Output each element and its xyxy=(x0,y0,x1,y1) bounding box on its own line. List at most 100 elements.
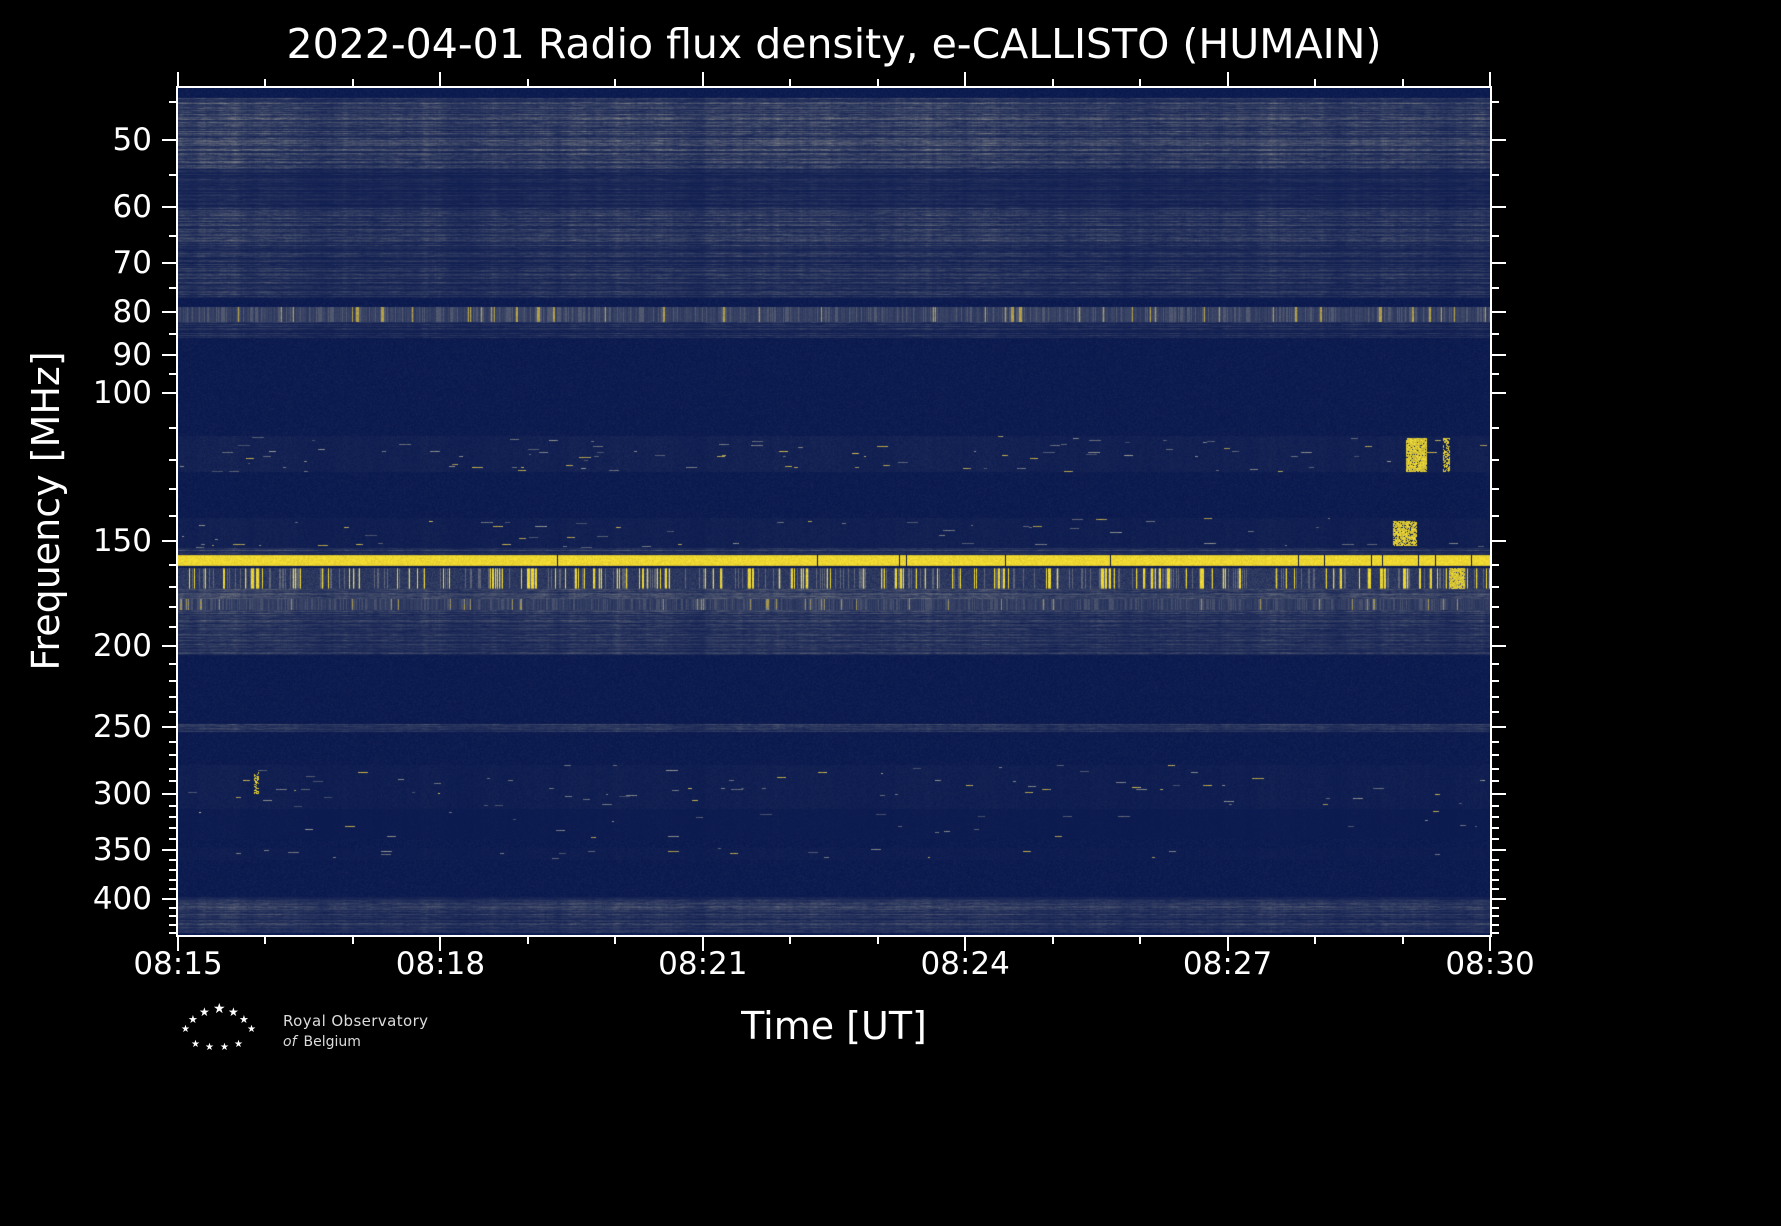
x-minor-tick xyxy=(1401,79,1404,86)
y-minor-tick xyxy=(1492,838,1499,841)
y-minor-tick xyxy=(169,626,176,629)
y-minor-tick xyxy=(169,679,176,682)
y-tick-mark xyxy=(162,310,176,313)
y-tick-mark xyxy=(1492,848,1506,851)
y-minor-tick xyxy=(1492,174,1499,177)
y-minor-tick xyxy=(169,767,176,770)
y-minor-tick xyxy=(1492,780,1499,783)
x-tick-mark xyxy=(701,937,704,951)
y-tick-mark xyxy=(1492,539,1506,542)
y-minor-tick xyxy=(1492,888,1499,891)
y-tick-label: 250 xyxy=(92,709,152,746)
y-minor-tick xyxy=(169,838,176,841)
y-minor-tick xyxy=(169,888,176,891)
y-minor-tick xyxy=(1492,740,1499,743)
x-minor-tick xyxy=(789,937,792,944)
chart-title: 2022-04-01 Radio flux density, e-CALLIST… xyxy=(286,20,1382,68)
y-minor-tick xyxy=(169,373,176,376)
x-tick-mark xyxy=(701,72,704,86)
y-minor-tick xyxy=(169,662,176,665)
y-tick-mark xyxy=(162,644,176,647)
star-icon: ★ xyxy=(228,1005,239,1019)
y-minor-tick xyxy=(1492,101,1499,104)
y-minor-tick xyxy=(169,332,176,335)
y-minor-tick xyxy=(1492,859,1499,862)
y-minor-tick xyxy=(169,563,176,566)
y-tick-mark xyxy=(1492,262,1506,265)
y-minor-tick xyxy=(169,426,176,429)
x-minor-tick xyxy=(351,937,354,944)
y-tick-label: 400 xyxy=(92,880,152,917)
y-minor-tick xyxy=(1492,626,1499,629)
y-tick-mark xyxy=(162,726,176,729)
y-minor-tick xyxy=(169,585,176,588)
star-icon: ★ xyxy=(191,1039,200,1050)
y-minor-tick xyxy=(1492,804,1499,807)
y-minor-tick xyxy=(1492,923,1499,926)
x-minor-tick xyxy=(264,937,267,944)
y-minor-tick xyxy=(169,804,176,807)
x-tick-mark xyxy=(177,937,179,951)
y-tick-label: 50 xyxy=(112,122,152,159)
star-icon: ★ xyxy=(239,1013,249,1026)
y-minor-tick xyxy=(169,235,176,238)
x-minor-tick xyxy=(1051,937,1054,944)
y-tick-label: 150 xyxy=(92,522,152,559)
x-tick-mark xyxy=(964,937,967,951)
y-minor-tick xyxy=(169,101,176,104)
x-minor-tick xyxy=(789,79,792,86)
logo-text-line1: Royal Observatory xyxy=(283,1012,429,1030)
y-minor-tick xyxy=(1492,373,1499,376)
y-minor-tick xyxy=(1492,235,1499,238)
x-tick-mark xyxy=(439,72,442,86)
y-minor-tick xyxy=(169,458,176,461)
y-minor-tick xyxy=(169,816,176,819)
y-tick-mark xyxy=(1492,392,1506,395)
y-minor-tick xyxy=(1492,906,1499,909)
y-minor-tick xyxy=(1492,878,1499,881)
y-minor-tick xyxy=(1492,767,1499,770)
y-tick-mark xyxy=(1492,726,1506,729)
star-icon: ★ xyxy=(247,1024,256,1035)
x-minor-tick xyxy=(1139,937,1142,944)
x-tick-mark xyxy=(964,72,967,86)
y-minor-tick xyxy=(1492,827,1499,830)
x-minor-tick xyxy=(526,937,529,944)
y-tick-mark xyxy=(1492,310,1506,313)
x-tick-mark xyxy=(439,937,442,951)
y-tick-mark xyxy=(1492,897,1506,900)
y-minor-tick xyxy=(1492,816,1499,819)
y-minor-tick xyxy=(169,514,176,517)
y-minor-tick xyxy=(169,932,176,935)
y-tick-label: 200 xyxy=(92,627,152,664)
y-tick-label: 90 xyxy=(112,336,152,373)
y-tick-mark xyxy=(1492,353,1506,356)
x-tick-mark xyxy=(1489,72,1491,86)
y-minor-tick xyxy=(169,754,176,757)
x-minor-tick xyxy=(1314,79,1317,86)
y-minor-tick xyxy=(169,740,176,743)
y-minor-tick xyxy=(1492,563,1499,566)
plot-area: Time [UT] 08:15 08:18 08:21 08:24 08:27 08:30… xyxy=(93,72,1535,1048)
x-minor-tick xyxy=(264,79,267,86)
logo-text-of: of xyxy=(283,1034,297,1050)
y-minor-tick xyxy=(1492,932,1499,935)
y-minor-tick xyxy=(169,780,176,783)
y-minor-tick xyxy=(169,174,176,177)
y-tick-mark xyxy=(1492,792,1506,795)
x-tick-label: 08:18 xyxy=(395,946,486,982)
y-minor-tick xyxy=(169,606,176,609)
y-minor-tick xyxy=(169,906,176,909)
y-minor-tick xyxy=(1492,662,1499,665)
y-minor-tick xyxy=(1492,287,1499,290)
spectrogram-canvas xyxy=(178,88,1490,935)
x-minor-tick xyxy=(876,937,879,944)
star-icon: ★ xyxy=(220,1042,229,1053)
logo-text-belgium: Belgium xyxy=(303,1034,361,1050)
y-tick-mark xyxy=(162,392,176,395)
x-tick-mark xyxy=(1489,937,1491,951)
star-icon: ★ xyxy=(205,1042,214,1053)
x-tick-mark xyxy=(1226,72,1229,86)
x-minor-tick xyxy=(1314,937,1317,944)
